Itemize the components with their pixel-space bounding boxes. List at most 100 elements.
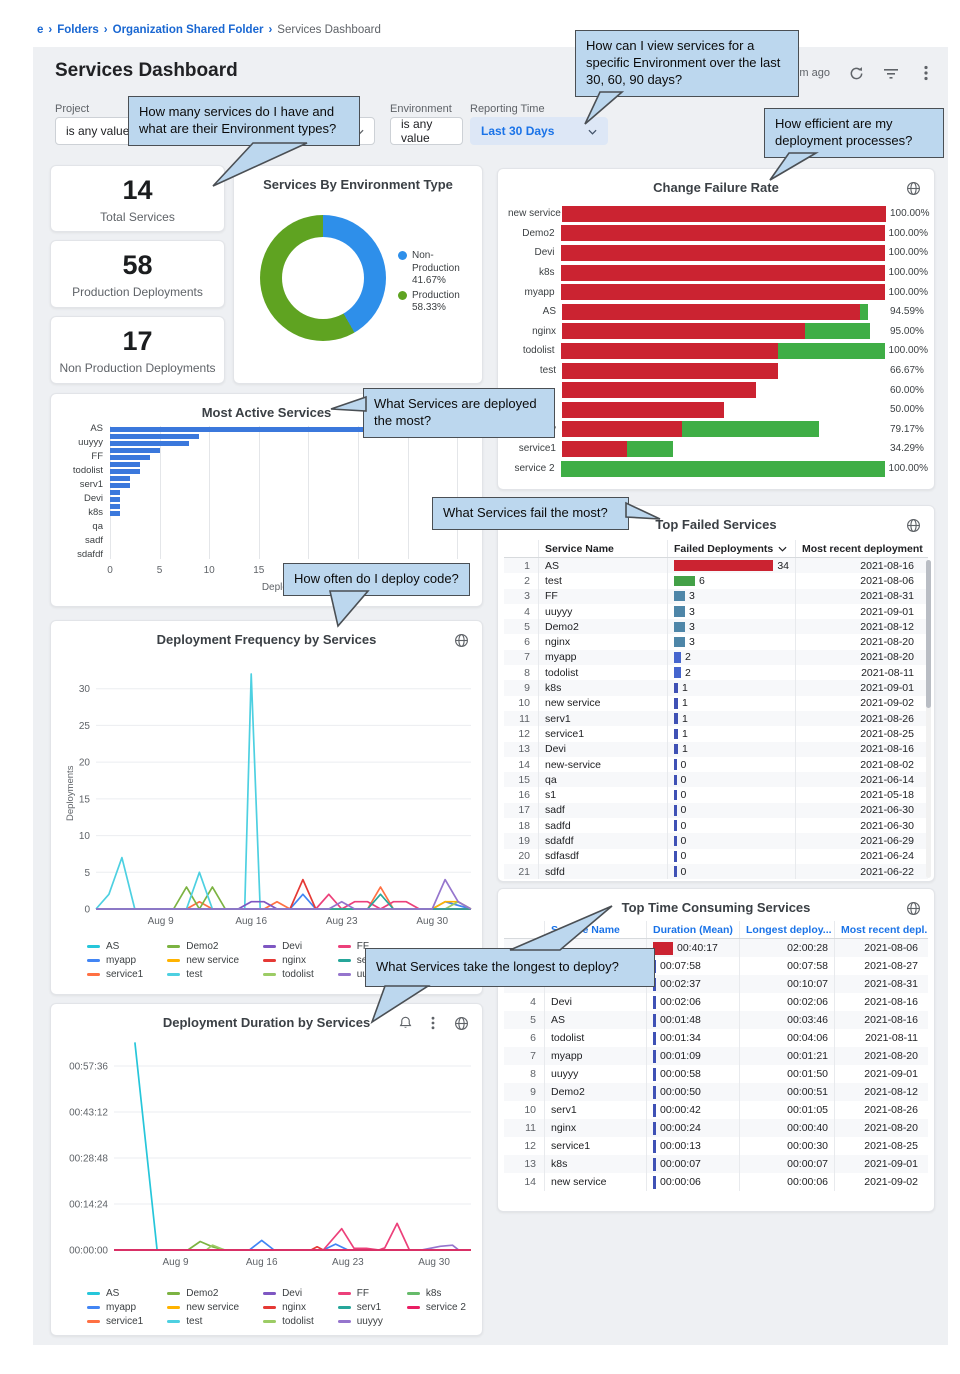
header-duration-mean[interactable]: Duration (Mean): [646, 921, 739, 938]
success-segment[interactable]: [777, 342, 885, 359]
table-row[interactable]: 9 k8s 1 2021-09-01: [504, 680, 928, 696]
table-row[interactable]: 3 FF 3 2021-08-31: [504, 588, 928, 604]
series-service1[interactable]: [96, 886, 471, 910]
globe-icon[interactable]: [452, 631, 470, 649]
table-row[interactable]: 19 sdafdf 0 2021-06-29: [504, 833, 928, 849]
legend-item[interactable]: Devi: [263, 1288, 314, 1299]
failed-segment[interactable]: [562, 382, 757, 399]
table-row[interactable]: 14 new service 00:00:06 00:00:06 2021-09-02: [504, 1173, 928, 1191]
legend-item[interactable]: test: [167, 1316, 239, 1327]
filter-icon[interactable]: [882, 64, 900, 82]
header-most-recent[interactable]: Most recent depl...: [834, 921, 928, 938]
table-row[interactable]: 21 sdfd 0 2021-06-22: [504, 863, 928, 880]
globe-icon[interactable]: [904, 899, 922, 917]
success-segment[interactable]: [805, 323, 870, 340]
table-row[interactable]: 7 myapp 00:01:09 00:01:21 2021-08-20: [504, 1047, 928, 1065]
bar[interactable]: [110, 468, 140, 474]
failed-segment[interactable]: [562, 421, 682, 438]
header-service-name[interactable]: Service Name: [544, 921, 646, 938]
legend-item[interactable]: AS: [87, 941, 143, 952]
legend-item[interactable]: service1: [87, 1316, 143, 1327]
kebab-menu-icon[interactable]: [424, 1014, 442, 1032]
bar[interactable]: [110, 489, 120, 495]
header-service-name[interactable]: Service Name: [538, 540, 667, 557]
bar[interactable]: [110, 440, 190, 446]
table-row[interactable]: 13 Devi 1 2021-08-16: [504, 741, 928, 757]
stacked-bar[interactable]: [562, 421, 886, 438]
table-row[interactable]: 6 nginx 3 2021-08-20: [504, 634, 928, 650]
bar[interactable]: [110, 475, 130, 481]
legend-item[interactable]: todolist: [263, 1316, 314, 1327]
legend-item[interactable]: test: [167, 969, 239, 980]
legend-item[interactable]: FF: [337, 1288, 383, 1299]
table-row[interactable]: 15 qa 0 2021-06-14: [504, 772, 928, 788]
stacked-bar[interactable]: [560, 244, 885, 261]
success-segment[interactable]: [681, 421, 819, 438]
kpi-total-services[interactable]: 14 Total Services: [50, 165, 225, 232]
table-row[interactable]: 14 new-service 0 2021-08-02: [504, 756, 928, 773]
stacked-bar[interactable]: [560, 264, 885, 281]
legend-item[interactable]: FF: [337, 941, 383, 952]
legend-item[interactable]: Demo2: [167, 1288, 239, 1299]
scrollbar-thumb[interactable]: [926, 560, 931, 708]
legend-item[interactable]: nginx: [263, 1302, 314, 1313]
legend-item[interactable]: myapp: [87, 955, 143, 966]
kpi-production-deployments[interactable]: 58 Production Deployments: [50, 240, 225, 308]
table-row[interactable]: 16 s1 0 2021-05-18: [504, 787, 928, 803]
failed-segment[interactable]: [560, 284, 885, 301]
table-row[interactable]: 1 AS 34 2021-08-16: [504, 558, 928, 574]
kebab-menu-icon[interactable]: [917, 64, 935, 82]
refresh-icon[interactable]: [847, 64, 865, 82]
failed-segment[interactable]: [560, 225, 885, 242]
failed-segment[interactable]: [562, 303, 861, 320]
failed-segment[interactable]: [560, 264, 885, 281]
success-segment[interactable]: [860, 303, 869, 320]
stacked-bar[interactable]: [560, 460, 885, 477]
failed-segment[interactable]: [562, 362, 778, 379]
series-uuyyy[interactable]: [96, 878, 472, 910]
bar[interactable]: [110, 482, 130, 488]
bar[interactable]: [110, 426, 472, 432]
bar[interactable]: [110, 454, 150, 460]
series-test[interactable]: [95, 673, 471, 910]
table-row[interactable]: 4 Devi 00:02:06 00:02:06 2021-08-16: [504, 993, 928, 1011]
globe-icon[interactable]: [904, 516, 922, 534]
bar[interactable]: [110, 433, 200, 439]
series-myapp[interactable]: [114, 1239, 471, 1251]
stacked-bar[interactable]: [562, 323, 886, 340]
stacked-bar[interactable]: [560, 342, 885, 359]
failed-segment[interactable]: [560, 244, 885, 261]
header-most-recent[interactable]: Most recent deployment: [795, 540, 928, 557]
donut-chart[interactable]: [260, 215, 386, 341]
legend-item[interactable]: new service: [167, 955, 239, 966]
series-AS[interactable]: [134, 1042, 471, 1251]
kpi-non-production-deployments[interactable]: 17 Non Production Deployments: [50, 316, 225, 384]
environment-filter[interactable]: is any value: [390, 117, 463, 145]
table-row[interactable]: 12 service1 00:00:13 00:00:30 2021-08-25: [504, 1137, 928, 1155]
stacked-bar[interactable]: [562, 440, 886, 457]
table-row[interactable]: 13 k8s 00:00:07 00:00:07 2021-09-01: [504, 1155, 928, 1173]
table-row[interactable]: 8 todolist 2 2021-08-11: [504, 665, 928, 681]
table-row[interactable]: 20 sdfasdf 0 2021-06-24: [504, 848, 928, 864]
failed-segment[interactable]: [560, 342, 778, 359]
stacked-bar[interactable]: [562, 303, 886, 320]
series-Demo2[interactable]: [114, 1240, 471, 1251]
success-segment[interactable]: [560, 460, 885, 477]
legend-item[interactable]: uuyyy: [337, 1316, 383, 1327]
table-row[interactable]: 9 Demo2 00:00:50 00:00:51 2021-08-12: [504, 1083, 928, 1101]
bell-icon[interactable]: [396, 1014, 414, 1032]
legend-item[interactable]: new service: [167, 1302, 239, 1313]
stacked-bar[interactable]: [562, 401, 886, 418]
stacked-bar[interactable]: [562, 382, 886, 399]
legend-item[interactable]: AS: [87, 1288, 143, 1299]
legend-item[interactable]: service1: [87, 969, 143, 980]
table-row[interactable]: 17 sadf 0 2021-06-30: [504, 802, 928, 819]
bar[interactable]: [110, 496, 120, 502]
table-row[interactable]: 18 sadfd 0 2021-06-30: [504, 818, 928, 834]
table-row[interactable]: 11 serv1 1 2021-08-26: [504, 710, 928, 727]
frequency-line-chart[interactable]: 0 5 10 15 20 25 30 Aug 9 Aug 16 Aug 23 Aug 30: [56, 653, 479, 935]
failed-segment[interactable]: [562, 205, 886, 222]
stacked-bar[interactable]: [560, 284, 885, 301]
table-row[interactable]: 5 AS 00:01:48 00:03:46 2021-08-16: [504, 1011, 928, 1029]
globe-icon[interactable]: [452, 1014, 470, 1032]
